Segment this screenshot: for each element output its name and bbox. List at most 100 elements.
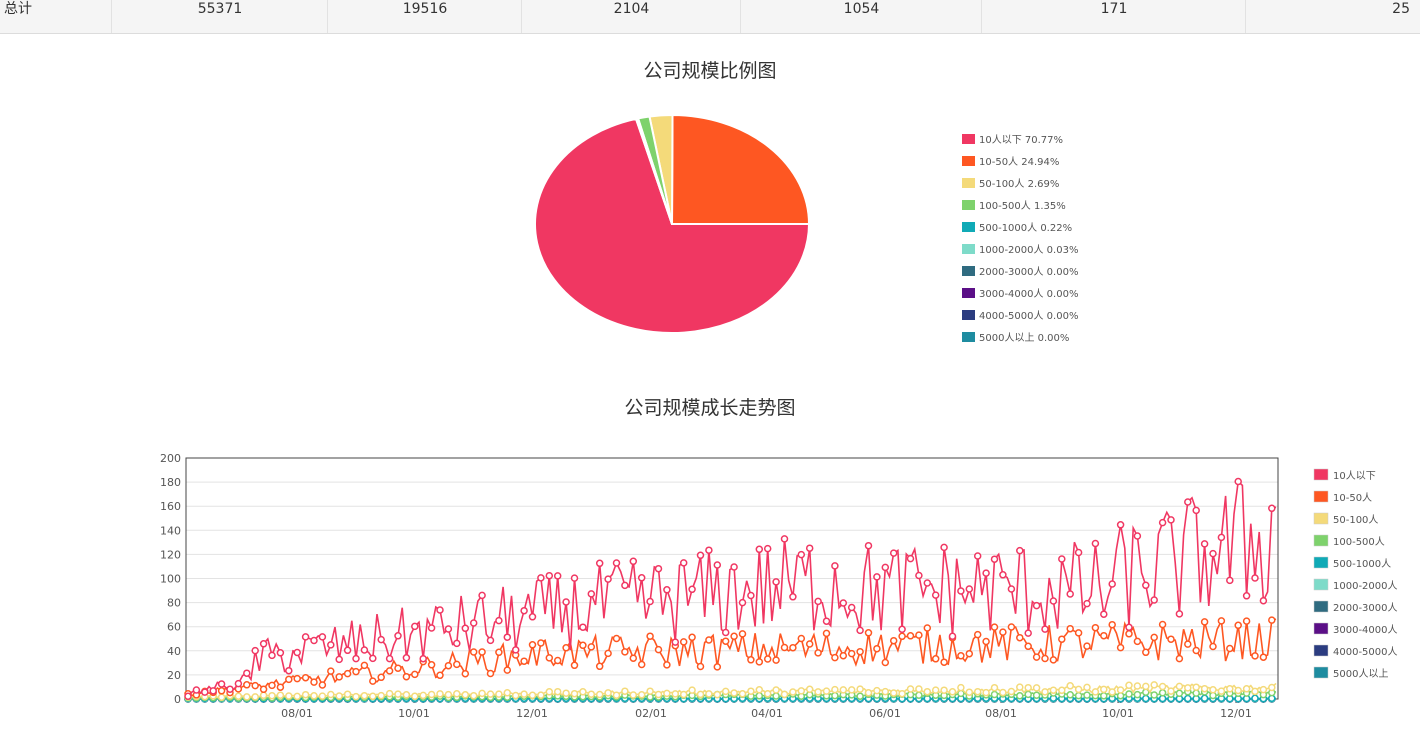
series-point-0-94: [580, 624, 586, 630]
series-point-1-92: [572, 662, 578, 668]
x-tick-label-4: 04/01: [751, 707, 783, 720]
series-point-1-42: [361, 662, 367, 668]
series-point-0-86: [546, 573, 552, 579]
series-point-0-128: [723, 630, 729, 636]
y-tick-label-9: 180: [160, 476, 181, 489]
series-point-0-132: [740, 600, 746, 606]
series-point-1-96: [588, 644, 594, 650]
series-point-1-252: [1244, 618, 1250, 624]
series-point-0-180: [941, 544, 947, 550]
series-line-0: [188, 482, 1276, 697]
series-point-2-228: [1143, 683, 1149, 689]
line-legend-label-2: 50-100人: [1333, 514, 1378, 526]
pie-legend-label-0: 10人以下 70.77%: [979, 134, 1063, 146]
series-point-0-144: [790, 594, 796, 600]
series-point-2-84: [538, 692, 544, 698]
total-cell-1: 55371: [111, 0, 328, 33]
series-point-1-222: [1118, 645, 1124, 651]
series-point-1-206: [1050, 657, 1056, 663]
line-legend-label-4: 500-1000人: [1333, 558, 1391, 570]
series-point-1-144: [790, 645, 796, 651]
series-point-0-120: [689, 586, 695, 592]
series-point-2-44: [370, 693, 376, 699]
series-point-0-78: [513, 647, 519, 653]
series-point-1-134: [748, 657, 754, 663]
pie-legend-label-6: 2000-3000人 0.00%: [979, 266, 1078, 278]
series-point-0-252: [1244, 593, 1250, 599]
series-point-1-168: [891, 638, 897, 644]
series-point-3-214: [1084, 692, 1090, 698]
series-point-2-148: [807, 686, 813, 692]
series-point-2-208: [1059, 687, 1065, 693]
series-point-2-124: [706, 691, 712, 697]
series-point-2-68: [471, 693, 477, 699]
series-point-2-42: [361, 693, 367, 699]
series-point-2-226: [1134, 683, 1140, 689]
series-point-0-18: [261, 641, 267, 647]
series-point-1-232: [1160, 622, 1166, 628]
series-point-2-192: [992, 685, 998, 691]
series-point-2-80: [521, 691, 527, 697]
series-point-2-160: [857, 686, 863, 692]
series-point-1-26: [294, 676, 300, 682]
series-point-2-50: [395, 691, 401, 697]
series-point-2-58: [429, 692, 435, 698]
series-point-2-52: [403, 692, 409, 698]
series-point-0-226: [1134, 533, 1140, 539]
series-point-1-256: [1260, 654, 1266, 660]
series-point-0-126: [714, 562, 720, 568]
series-point-1-226: [1134, 638, 1140, 644]
series-point-2-142: [782, 691, 788, 697]
series-point-0-2: [193, 687, 199, 693]
series-point-2-54: [412, 693, 418, 699]
series-point-0-16: [252, 648, 258, 654]
series-point-0-230: [1151, 597, 1157, 603]
series-point-1-138: [765, 656, 771, 662]
series-point-1-108: [639, 662, 645, 668]
series-point-2-18: [261, 692, 267, 698]
series-point-0-48: [387, 656, 393, 662]
pie-legend-label-1: 10-50人 24.94%: [979, 156, 1059, 168]
series-point-0-8: [219, 681, 225, 687]
series-point-1-180: [941, 659, 947, 665]
line-legend-label-8: 4000-5000人: [1333, 646, 1398, 658]
series-point-0-124: [706, 547, 712, 553]
series-point-0-108: [639, 575, 645, 581]
series-point-1-228: [1143, 649, 1149, 655]
x-tick-label-8: 12/01: [1220, 707, 1252, 720]
y-tick-label-4: 80: [167, 597, 181, 610]
series-point-0-0: [185, 693, 191, 699]
line-legend-swatch-8: [1314, 645, 1328, 656]
series-point-2-46: [378, 693, 384, 699]
series-point-0-250: [1235, 479, 1241, 485]
series-point-1-54: [412, 671, 418, 677]
x-tick-label-2: 12/01: [516, 707, 548, 720]
series-point-2-206: [1050, 687, 1056, 693]
series-point-3-136: [756, 693, 762, 699]
series-point-3-174: [916, 692, 922, 698]
series-point-0-32: [319, 634, 325, 640]
total-row: 总计 55371 19516 2104 1054 171 25: [0, 0, 1420, 34]
series-point-1-32: [319, 682, 325, 688]
series-point-1-162: [866, 630, 872, 636]
x-tick-label-0: 08/01: [281, 707, 313, 720]
series-point-0-50: [395, 633, 401, 639]
series-point-0-256: [1260, 598, 1266, 604]
series-point-0-104: [622, 582, 628, 588]
series-point-1-152: [824, 630, 830, 636]
series-point-2-224: [1126, 682, 1132, 688]
series-point-0-164: [874, 574, 880, 580]
series-point-0-72: [488, 637, 494, 643]
pie-chart: 10人以下 70.77% 10-50人 24.94% 50-100人 2.69% 10…: [0, 90, 1420, 410]
series-point-0-208: [1059, 556, 1065, 562]
pie-legend-swatch-8: [962, 310, 975, 320]
series-point-0-46: [378, 637, 384, 643]
series-point-0-200: [1025, 630, 1031, 636]
y-tick-label-2: 40: [167, 645, 181, 658]
series-point-0-248: [1227, 577, 1233, 583]
series-point-0-174: [916, 573, 922, 579]
series-point-0-158: [849, 605, 855, 611]
series-point-0-92: [572, 575, 578, 581]
series-point-2-172: [908, 686, 914, 692]
series-point-0-14: [244, 670, 250, 676]
